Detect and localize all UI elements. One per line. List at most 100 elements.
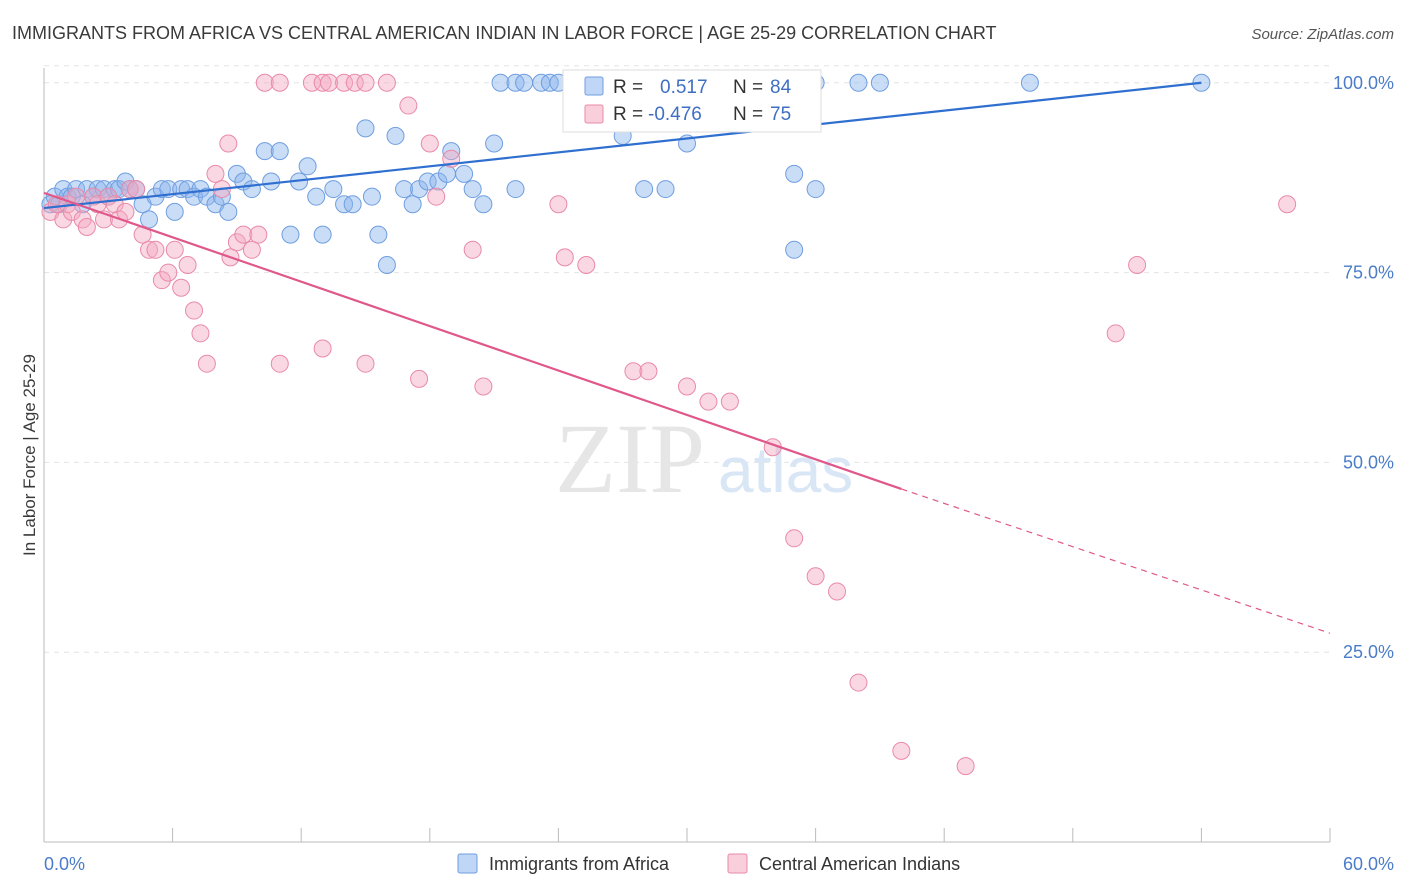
point-central-american-indian xyxy=(345,73,364,92)
x-tick-label: 60.0% xyxy=(1343,854,1394,874)
legend-swatch-africa xyxy=(457,853,478,874)
point-central-american-indian xyxy=(165,240,184,259)
trend-lines xyxy=(43,81,1331,634)
legend-swatch-cai xyxy=(727,853,748,874)
point-central-american-indian xyxy=(127,180,146,199)
point-africa xyxy=(377,255,396,274)
point-central-american-indian xyxy=(320,73,339,92)
point-africa xyxy=(474,195,493,214)
point-central-american-indian xyxy=(172,278,191,297)
point-africa xyxy=(67,180,86,199)
point-central-american-indian xyxy=(806,567,825,586)
point-africa xyxy=(356,119,375,138)
point-africa xyxy=(262,172,281,191)
x-axis: 0.0% 60.0% xyxy=(43,68,1394,874)
point-central-american-indian xyxy=(191,324,210,343)
y-axis-ticks: 25.0% 50.0% 75.0% 100.0% xyxy=(1333,73,1394,662)
point-central-american-indian xyxy=(577,255,596,274)
point-central-american-indian xyxy=(549,195,568,214)
stats-n-value-cai: 75 xyxy=(770,104,791,125)
stats-n-label-cai: N = xyxy=(733,104,763,125)
point-central-american-indian xyxy=(227,233,246,252)
point-africa xyxy=(442,142,461,161)
point-central-american-indian xyxy=(420,134,439,153)
point-africa xyxy=(324,180,343,199)
point-central-american-indian xyxy=(785,529,804,548)
x-tick-label: 0.0% xyxy=(44,854,85,874)
point-africa xyxy=(437,164,456,183)
point-africa xyxy=(362,187,381,206)
point-central-american-indian xyxy=(120,180,139,199)
point-central-american-indian xyxy=(159,263,178,282)
point-africa xyxy=(403,195,422,214)
point-central-american-indian xyxy=(146,240,165,259)
point-africa xyxy=(395,180,414,199)
point-central-american-indian xyxy=(427,187,446,206)
point-central-american-indian xyxy=(234,225,253,244)
chart-source: Source: ZipAtlas.com xyxy=(1251,26,1394,43)
point-central-american-indian xyxy=(313,339,332,358)
point-africa xyxy=(485,134,504,153)
trend-line-africa xyxy=(43,81,1202,210)
data-points xyxy=(41,73,1297,776)
point-central-american-indian xyxy=(313,73,332,92)
point-central-american-indian xyxy=(463,240,482,259)
point-africa xyxy=(369,225,388,244)
point-africa xyxy=(281,225,300,244)
point-africa xyxy=(152,180,171,199)
point-africa xyxy=(635,180,654,199)
stats-n-label-africa: N = xyxy=(733,77,763,98)
point-central-american-indian xyxy=(47,195,66,214)
point-central-american-indian xyxy=(270,354,289,373)
stats-box-frame xyxy=(562,69,822,133)
watermark-atlas: atlas xyxy=(718,434,853,506)
point-africa xyxy=(785,240,804,259)
point-central-american-indian xyxy=(197,354,216,373)
point-africa xyxy=(506,180,525,199)
point-central-american-indian xyxy=(956,757,975,776)
point-central-american-indian xyxy=(1106,324,1125,343)
point-central-american-indian xyxy=(356,354,375,373)
y-tick-label: 25.0% xyxy=(1343,642,1394,662)
point-africa xyxy=(418,172,437,191)
stats-r-value-cai: -0.476 xyxy=(648,104,702,125)
point-central-american-indian xyxy=(140,240,159,259)
point-africa xyxy=(255,142,274,161)
point-central-american-indian xyxy=(178,255,197,274)
point-africa xyxy=(242,180,261,199)
point-central-american-indian xyxy=(270,73,289,92)
point-africa xyxy=(455,164,474,183)
stats-swatch-africa xyxy=(584,76,604,96)
point-central-american-indian xyxy=(410,369,429,388)
stats-swatch-cai xyxy=(584,104,604,124)
point-africa xyxy=(227,164,246,183)
point-africa xyxy=(313,225,332,244)
point-africa xyxy=(463,180,482,199)
point-central-american-indian xyxy=(77,218,96,237)
point-africa xyxy=(343,195,362,214)
point-central-american-indian xyxy=(639,362,658,381)
stats-n-value-africa: 84 xyxy=(770,77,792,98)
y-tick-label: 75.0% xyxy=(1343,263,1394,283)
point-africa xyxy=(870,73,889,92)
point-central-american-indian xyxy=(255,73,274,92)
point-africa xyxy=(270,142,289,161)
point-central-american-indian xyxy=(356,73,375,92)
legend-label-africa: Immigrants from Africa xyxy=(489,854,670,874)
point-central-american-indian xyxy=(335,73,354,92)
point-central-american-indian xyxy=(892,741,911,760)
point-africa xyxy=(298,157,317,176)
point-africa xyxy=(191,180,210,199)
stats-r-label-cai: R = xyxy=(613,104,643,125)
point-central-american-indian xyxy=(555,248,574,267)
point-central-american-indian xyxy=(678,377,696,396)
point-africa xyxy=(785,164,804,183)
point-africa xyxy=(165,202,184,221)
stats-r-value-africa: 0.517 xyxy=(660,77,708,98)
point-africa xyxy=(806,180,825,199)
point-africa xyxy=(386,126,405,145)
point-central-american-indian xyxy=(377,73,396,92)
point-africa xyxy=(105,180,124,199)
grid-lines xyxy=(44,65,1330,653)
